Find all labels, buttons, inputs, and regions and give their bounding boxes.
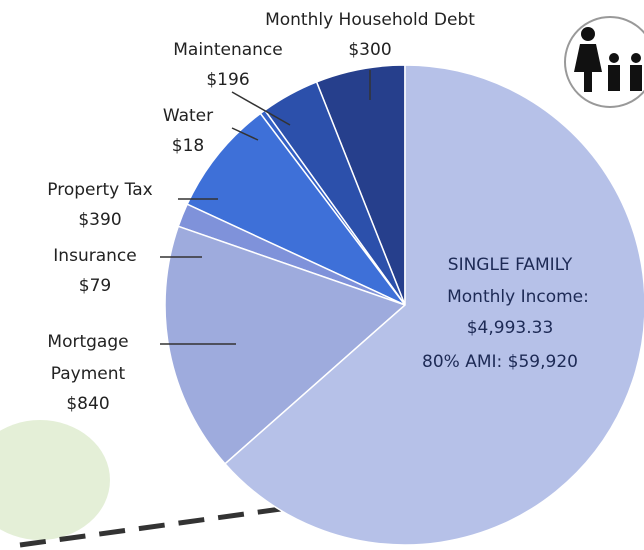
value-label: $196 xyxy=(206,70,250,90)
value-label: $840 xyxy=(66,394,110,414)
decoration xyxy=(0,420,110,540)
slice-label: Maintenance xyxy=(173,40,283,60)
family-icon xyxy=(564,16,644,108)
slice xyxy=(164,225,407,465)
slice xyxy=(224,64,644,546)
total-label: Monthly Income: xyxy=(447,287,589,307)
total-value: $4,993.33 xyxy=(466,318,554,338)
annotation: 80% AMI: $59,920 xyxy=(422,352,578,372)
leader-line xyxy=(231,127,259,141)
slice-label: Monthly Household Debt xyxy=(265,10,475,30)
slice-label: Mortgage Payment xyxy=(47,332,129,384)
leader-line xyxy=(231,91,291,126)
slice-label: Insurance xyxy=(53,246,137,266)
slice-label: Water xyxy=(162,106,214,126)
slice xyxy=(186,112,406,306)
pie xyxy=(164,64,644,546)
value-label: $79 xyxy=(78,276,112,296)
value-label: $18 xyxy=(171,136,205,156)
value-label: $300 xyxy=(348,40,392,60)
dashed-line xyxy=(19,502,311,548)
value-label: $390 xyxy=(78,210,122,230)
annotation: SINGLE FAMILY xyxy=(447,255,573,275)
slice-label: Property Tax xyxy=(47,180,153,200)
